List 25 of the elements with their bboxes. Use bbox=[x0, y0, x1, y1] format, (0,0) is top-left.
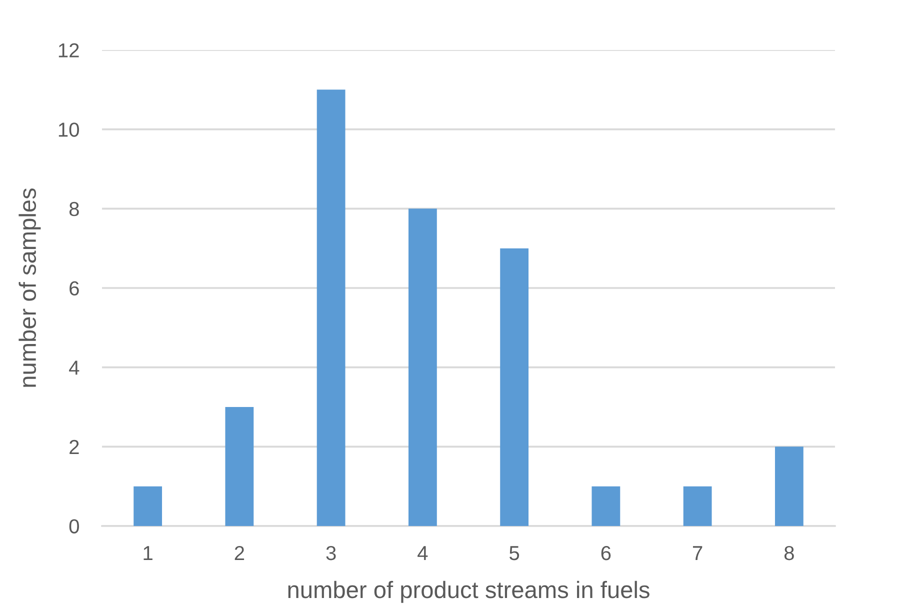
y-tick-label: 8 bbox=[69, 202, 79, 216]
y-axis-title: number of samples bbox=[18, 188, 41, 387]
y-tick-label: 4 bbox=[69, 360, 80, 375]
bar bbox=[500, 248, 529, 526]
bar bbox=[683, 486, 712, 526]
bar bbox=[592, 486, 620, 526]
bar bbox=[316, 90, 346, 526]
y-tick-label: 12 bbox=[58, 43, 79, 58]
x-tick-label: 8 bbox=[784, 546, 794, 560]
bar bbox=[408, 208, 437, 526]
x-tick-label: 6 bbox=[601, 546, 611, 560]
y-tick-label: 6 bbox=[70, 281, 79, 296]
x-tick-label: 1 bbox=[144, 546, 152, 560]
x-tick-label: 5 bbox=[510, 546, 520, 560]
x-tick-label: 4 bbox=[418, 546, 428, 560]
y-tick-label: 0 bbox=[69, 519, 79, 534]
bar bbox=[774, 446, 804, 526]
bar bbox=[134, 486, 162, 526]
x-tick-label: 2 bbox=[234, 546, 244, 560]
x-axis-title: number of product streams in fuels bbox=[288, 580, 650, 603]
x-tick-label: 7 bbox=[692, 546, 702, 560]
y-tick-label: 2 bbox=[70, 440, 79, 454]
bar bbox=[225, 407, 254, 526]
y-tick-label: 10 bbox=[58, 122, 79, 137]
x-tick-label: 3 bbox=[326, 546, 336, 560]
